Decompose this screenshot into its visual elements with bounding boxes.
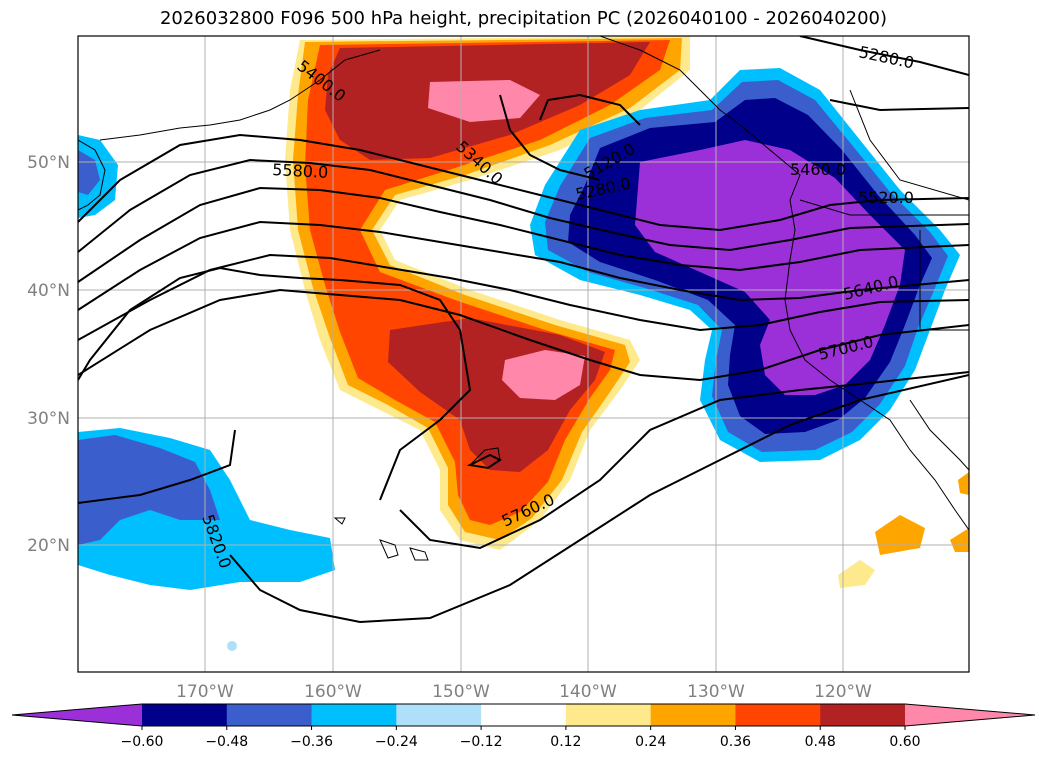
lat-label: 40°N xyxy=(27,281,70,301)
contour-label: 5460.0 xyxy=(790,160,846,179)
colorbar-tick-label: −0.60 xyxy=(121,734,164,750)
colorbar-segment xyxy=(481,704,567,726)
colorbar-tick-label: 0.12 xyxy=(550,734,581,750)
precip-negative-west xyxy=(78,135,335,651)
colorbar-segment xyxy=(735,704,821,726)
colorbar-tick-label: −0.36 xyxy=(290,734,333,750)
map-frame xyxy=(77,35,970,673)
colorbar-segment xyxy=(820,704,906,726)
contour-label: 5580.0 xyxy=(272,160,329,182)
colorbar: −0.60 −0.48 −0.36 −0.24 −0.12 0.12 0.24 0.36 0.4… xyxy=(11,703,1036,750)
map-area: 5400.0 5340.0 5580.0 5120.0 5280.0 5280.… xyxy=(78,36,969,672)
map-title: 2026032800 F096 500 hPa height, precipit… xyxy=(159,8,888,29)
colorbar-extend-high xyxy=(905,704,1035,726)
colorbar-segment xyxy=(311,704,397,726)
lat-label: 30°N xyxy=(27,409,70,429)
graticule xyxy=(78,36,969,672)
colorbar-tick-label: 0.24 xyxy=(635,734,666,750)
colorbar-tick-label: −0.12 xyxy=(460,734,503,750)
lon-label: 170°W xyxy=(176,682,234,702)
colorbar-segment xyxy=(396,704,482,726)
lat-label: 50°N xyxy=(27,153,70,173)
longitude-labels: 170°W 160°W 150°W 140°W 130°W 120°W xyxy=(176,682,872,702)
colorbar-segment xyxy=(142,704,228,726)
latitude-labels: 50°N 40°N 30°N 20°N xyxy=(27,153,70,556)
colorbar-tick-label: −0.48 xyxy=(205,734,248,750)
lon-label: 120°W xyxy=(814,682,872,702)
lat-label: 20°N xyxy=(27,536,70,556)
colorbar-tick-label: 0.60 xyxy=(889,734,920,750)
precip-positive-north xyxy=(285,36,690,550)
colorbar-segment xyxy=(650,704,736,726)
colorbar-tick-label: 0.36 xyxy=(720,734,751,750)
colorbar-segment xyxy=(226,704,313,726)
height-contours xyxy=(78,36,969,624)
lon-label: 140°W xyxy=(559,682,617,702)
lon-label: 130°W xyxy=(687,682,745,702)
colorbar-tick-label: −0.24 xyxy=(375,734,418,750)
colorbar-extend-low xyxy=(12,704,142,726)
lon-label: 150°W xyxy=(432,682,490,702)
colorbar-segment xyxy=(565,704,652,726)
colorbar-tick-label: 0.48 xyxy=(805,734,836,750)
contour-label: 5520.0 xyxy=(858,188,914,207)
lon-label: 160°W xyxy=(304,682,362,702)
